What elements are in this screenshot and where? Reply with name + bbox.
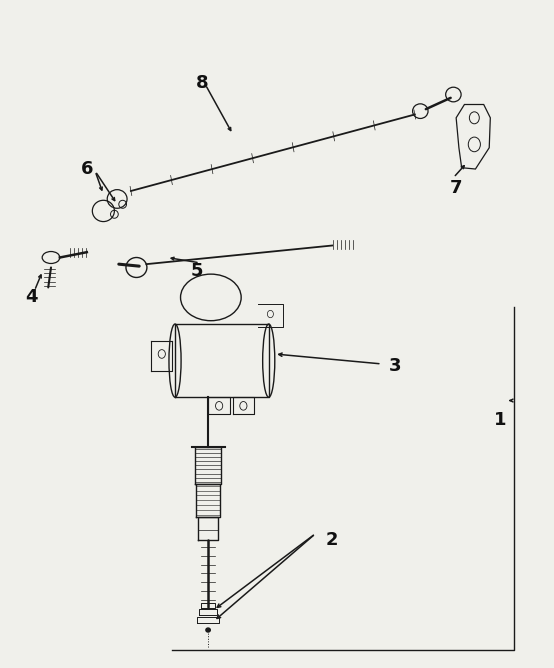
- Text: 4: 4: [25, 289, 38, 307]
- Ellipse shape: [206, 628, 211, 632]
- Text: 1: 1: [494, 411, 506, 430]
- Text: 7: 7: [450, 178, 463, 196]
- Text: 3: 3: [389, 357, 402, 375]
- Text: 5: 5: [191, 262, 203, 280]
- Text: 2: 2: [326, 531, 338, 549]
- Text: 6: 6: [80, 160, 93, 178]
- Text: 8: 8: [196, 73, 209, 92]
